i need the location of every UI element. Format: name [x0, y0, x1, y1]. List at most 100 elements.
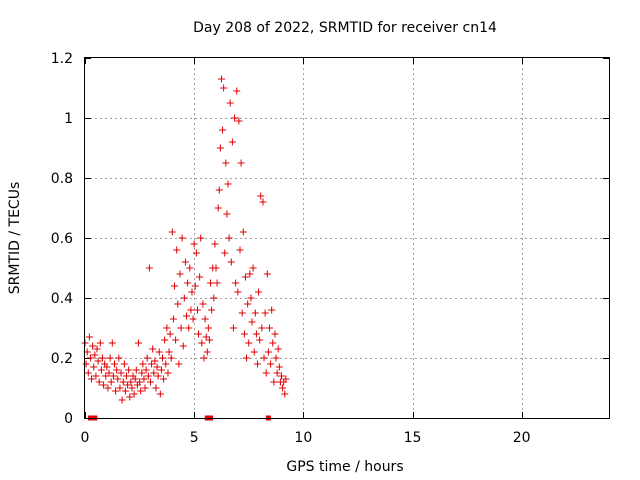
data-point	[185, 324, 193, 332]
data-point	[221, 249, 229, 257]
data-point	[181, 258, 189, 266]
data-point	[167, 354, 175, 362]
data-point	[88, 375, 96, 383]
data-point	[105, 369, 113, 377]
data-point	[176, 270, 184, 278]
data-point	[190, 240, 198, 248]
data-point	[187, 306, 195, 314]
data-point	[244, 300, 252, 308]
data-point	[267, 360, 275, 368]
data-point	[237, 159, 245, 167]
data-point	[150, 369, 158, 377]
y-tick-label: 1.2	[51, 51, 73, 67]
data-point	[279, 384, 287, 392]
data-point	[116, 384, 124, 392]
data-point	[261, 309, 269, 317]
data-point	[195, 330, 203, 338]
data-point	[258, 324, 266, 332]
data-point	[179, 342, 187, 350]
y-tick-label: 0.4	[51, 291, 73, 307]
data-point	[117, 369, 125, 377]
x-tick-label: 5	[190, 430, 199, 446]
data-point	[268, 306, 276, 314]
data-point	[162, 360, 170, 368]
data-point	[178, 234, 186, 242]
data-point	[201, 315, 209, 323]
data-point	[149, 345, 157, 353]
data-point	[184, 279, 192, 287]
data-point	[231, 114, 239, 122]
data-point	[248, 318, 256, 326]
data-point	[95, 378, 103, 386]
data-point	[134, 339, 142, 347]
data-point	[152, 384, 160, 392]
data-point	[148, 360, 156, 368]
x-tick-label: 10	[294, 430, 312, 446]
data-point	[240, 330, 248, 338]
data-point	[247, 294, 255, 302]
plot-frame	[84, 57, 610, 419]
data-point	[228, 138, 236, 146]
data-point	[140, 375, 148, 383]
data-point	[215, 186, 223, 194]
data-point	[141, 384, 149, 392]
data-point	[253, 360, 261, 368]
data-point	[275, 363, 283, 371]
data-point	[166, 330, 174, 338]
data-point	[234, 288, 242, 296]
data-point	[97, 366, 105, 374]
data-point	[272, 354, 280, 362]
data-point	[217, 75, 225, 83]
data-point	[271, 330, 279, 338]
y-tick-label: 0.8	[51, 171, 73, 187]
data-point	[92, 372, 100, 380]
data-point	[120, 360, 128, 368]
data-point	[139, 360, 147, 368]
data-point	[235, 117, 243, 125]
x-tick-label: 15	[404, 430, 422, 446]
data-point	[205, 336, 213, 344]
data-point	[259, 198, 267, 206]
data-point	[238, 309, 246, 317]
data-point	[96, 339, 104, 347]
data-point	[204, 324, 212, 332]
data-point	[136, 378, 144, 386]
data-point	[94, 357, 102, 365]
data-point	[222, 159, 230, 167]
x-tick-label: 20	[513, 430, 531, 446]
data-point	[126, 393, 134, 401]
data-point	[84, 369, 92, 377]
data-point	[106, 354, 114, 362]
data-point	[127, 378, 135, 386]
data-point	[85, 333, 93, 341]
data-point	[223, 210, 231, 218]
data-point	[114, 375, 122, 383]
data-point	[212, 264, 220, 272]
x-tick-label: 0	[81, 430, 90, 446]
data-point	[260, 354, 268, 362]
data-point	[226, 99, 234, 107]
data-point	[112, 387, 120, 395]
y-tick-label: 0	[64, 411, 73, 427]
data-point	[132, 366, 140, 374]
data-point	[246, 270, 254, 278]
data-point	[249, 264, 257, 272]
data-point	[191, 282, 199, 290]
data-point	[173, 246, 181, 254]
data-point	[180, 294, 188, 302]
data-points	[81, 75, 290, 421]
data-point	[207, 279, 215, 287]
data-point	[211, 240, 219, 248]
data-point	[175, 360, 183, 368]
data-point	[143, 354, 151, 362]
data-point	[265, 324, 273, 332]
data-point	[203, 348, 211, 356]
data-point	[161, 336, 169, 344]
data-point	[220, 84, 228, 92]
data-point	[119, 378, 127, 386]
data-point	[89, 342, 97, 350]
data-point	[233, 87, 241, 95]
data-point	[227, 258, 235, 266]
data-point	[138, 369, 146, 377]
